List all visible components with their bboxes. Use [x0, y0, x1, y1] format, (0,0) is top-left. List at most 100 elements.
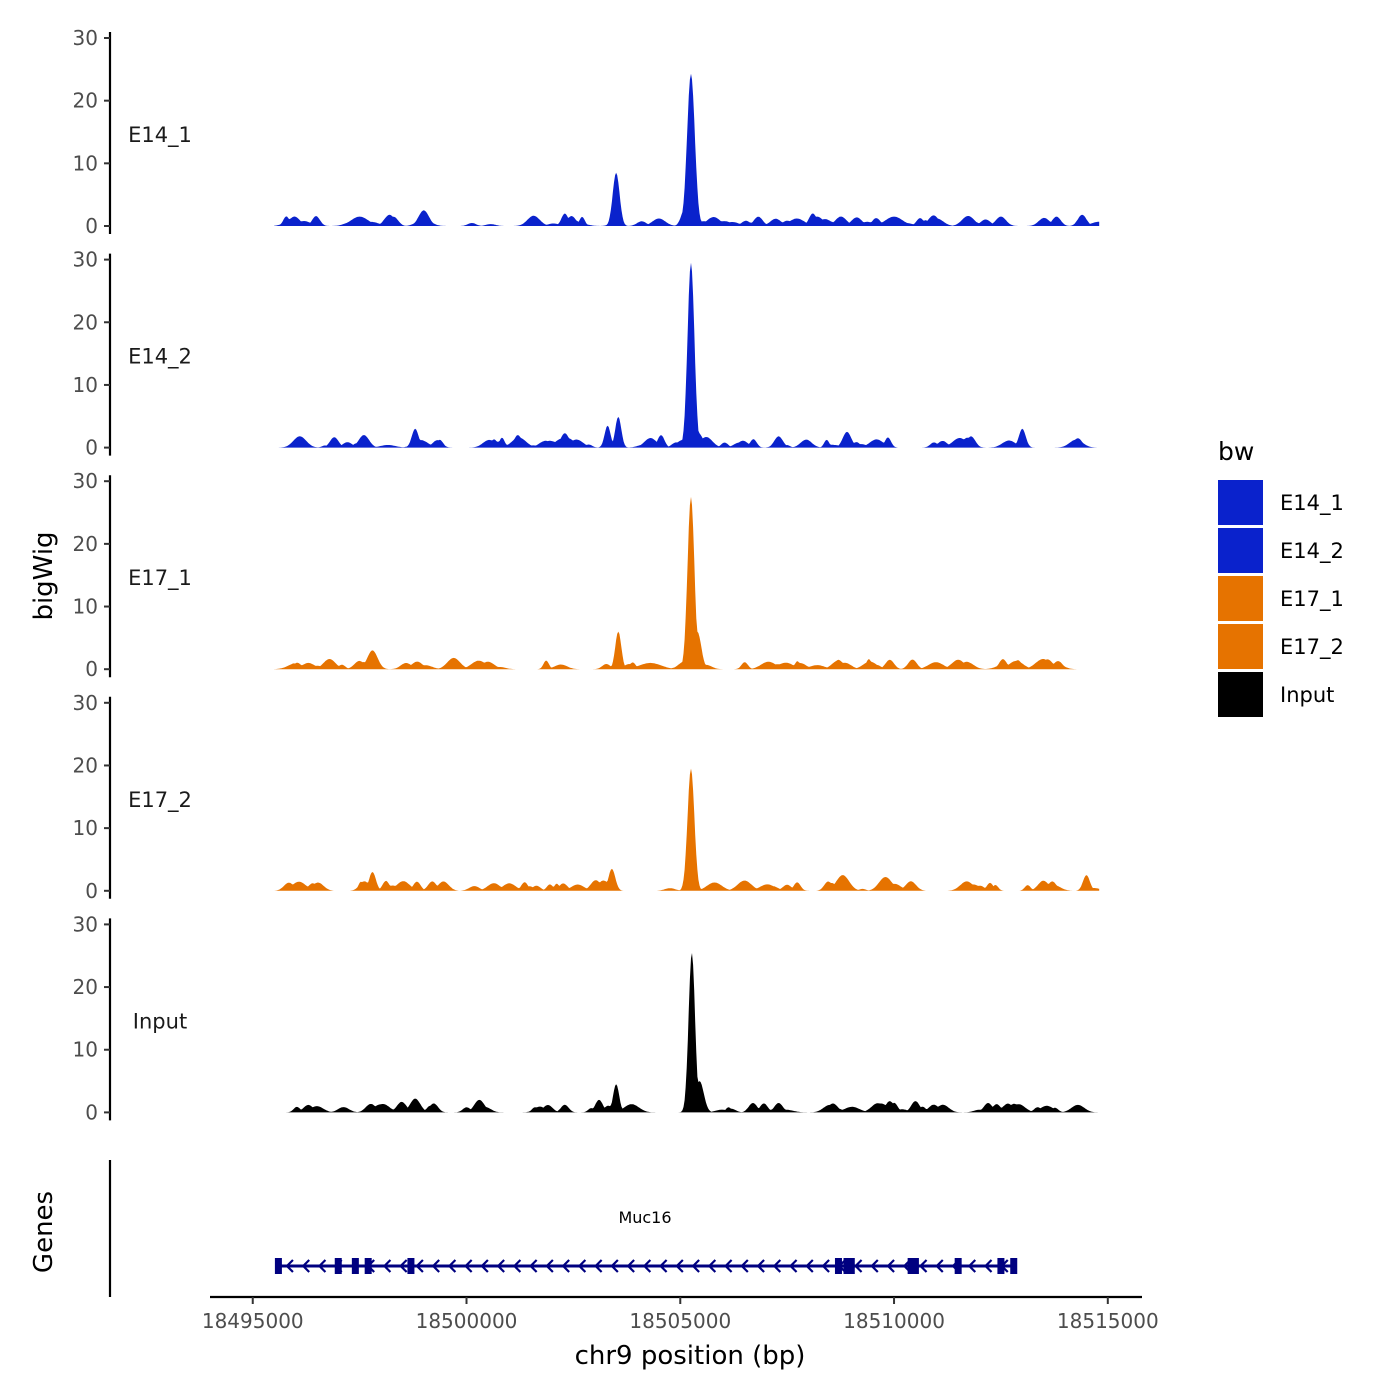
signal-area-e17-2	[274, 768, 1100, 891]
strand-arrow	[983, 1259, 993, 1273]
signal-tracks: 0 10 20 30 E14_1 0 10 20 30 E14_2 0 10 20 30 E17_1 0 10 2…	[73, 26, 1100, 1124]
exon	[911, 1258, 919, 1274]
y-tick-label: 0	[85, 657, 98, 681]
exon	[843, 1258, 851, 1274]
signal-area-input	[274, 953, 1100, 1113]
strand-arrow	[594, 1259, 603, 1273]
strand-arrow	[918, 1259, 928, 1273]
strand-arrow	[854, 1259, 863, 1273]
x-axis-title: chr9 position (bp)	[575, 1341, 806, 1371]
x-tick-label: 18515000	[1057, 1309, 1159, 1333]
strand-arrow	[626, 1259, 635, 1273]
y-tick-label: 20	[73, 753, 98, 777]
x-tick-label: 18510000	[843, 1309, 945, 1333]
strand-arrow	[756, 1259, 765, 1273]
exon	[1010, 1258, 1018, 1274]
strand-arrow	[772, 1259, 782, 1273]
strand-arrow	[789, 1259, 798, 1273]
y-tick-label: 0	[85, 214, 98, 238]
y-tick-label: 30	[73, 248, 98, 272]
strand-arrow	[285, 1259, 294, 1273]
exon	[954, 1258, 962, 1274]
y-tick-label: 10	[73, 816, 98, 840]
y-tick-label: 20	[73, 532, 98, 556]
strand-arrow	[659, 1259, 668, 1273]
strand-arrow	[691, 1259, 700, 1273]
y-tick-label: 10	[73, 151, 98, 175]
y-tick-label: 20	[73, 975, 98, 999]
strand-arrow	[675, 1259, 684, 1273]
legend-item-e14-2: E14_2	[1218, 528, 1344, 573]
strand-arrow	[724, 1259, 733, 1273]
strand-arrow	[561, 1259, 570, 1273]
exon	[907, 1258, 915, 1274]
track-input: 0 10 20 30 Input	[73, 912, 1100, 1124]
y-tick-label: 10	[73, 595, 98, 619]
x-tick-label: 18500000	[416, 1309, 518, 1333]
y-tick-label: 30	[73, 912, 98, 936]
y-tick-label: 20	[73, 310, 98, 334]
y-tick-label: 30	[73, 469, 98, 493]
legend-swatch	[1218, 672, 1263, 717]
legend-label: E14_1	[1280, 491, 1344, 516]
legend-swatch	[1218, 624, 1263, 669]
strand-arrow	[545, 1259, 554, 1273]
y-tick-label: 20	[73, 89, 98, 113]
strand-arrow	[805, 1259, 814, 1273]
legend-swatch	[1218, 480, 1263, 525]
y-tick-label: 30	[73, 26, 98, 50]
legend-swatch	[1218, 576, 1263, 621]
strand-arrow	[512, 1259, 522, 1273]
legend-label: E17_1	[1280, 587, 1344, 612]
legend-label: E14_2	[1280, 539, 1344, 564]
exon	[364, 1258, 372, 1274]
strand-arrow	[967, 1259, 977, 1273]
strand-arrow	[707, 1259, 717, 1273]
legend-item-e17-2: E17_2	[1218, 624, 1344, 669]
y-tick-label: 0	[85, 879, 98, 903]
exon	[997, 1258, 1005, 1274]
y-tick-label: 30	[73, 691, 98, 715]
track-e14-1: 0 10 20 30 E14_1	[73, 26, 1100, 238]
strand-arrow	[447, 1259, 457, 1273]
legend-label: E17_2	[1280, 635, 1344, 660]
strand-arrow	[317, 1259, 327, 1273]
strand-arrow	[642, 1259, 652, 1273]
x-tick-label: 18495000	[202, 1309, 304, 1333]
y-tick-label: 10	[73, 1038, 98, 1062]
track-e17-2: 0 10 20 30 E17_2	[73, 691, 1100, 903]
strand-arrow	[464, 1259, 473, 1273]
strand-arrow	[480, 1259, 489, 1273]
exon	[334, 1258, 342, 1274]
y-tick-label: 10	[73, 373, 98, 397]
exon	[834, 1258, 842, 1274]
legend-label: Input	[1280, 683, 1334, 707]
strand-arrow	[870, 1259, 879, 1273]
strand-arrow	[821, 1259, 830, 1273]
y-axis-title: bigWig	[29, 531, 59, 620]
strand-arrow	[577, 1259, 587, 1273]
y-tick-label: 0	[85, 436, 98, 460]
legend-item-e17-1: E17_1	[1218, 576, 1344, 621]
legend: bw E14_1 E14_2 E17_1 E17_2 Input	[1218, 437, 1344, 717]
genes-axis-title: Genes	[29, 1191, 59, 1273]
strand-arrow	[431, 1259, 440, 1273]
strand-arrow	[301, 1259, 310, 1273]
track-label: Input	[133, 1009, 187, 1033]
y-tick-label: 0	[85, 1100, 98, 1124]
legend-title: bw	[1218, 437, 1254, 466]
track-label: E17_2	[128, 788, 192, 813]
strand-arrow	[886, 1259, 895, 1273]
x-tick-label: 18505000	[629, 1309, 731, 1333]
exon	[274, 1258, 282, 1274]
track-label: E17_1	[128, 566, 192, 591]
strand-arrow	[496, 1259, 505, 1273]
exon	[407, 1258, 415, 1274]
track-label: E14_2	[128, 345, 192, 370]
gene-panel: Muc16	[108, 1160, 1018, 1297]
strand-arrow	[382, 1259, 392, 1273]
strand-arrow	[935, 1259, 944, 1273]
strand-arrow	[610, 1259, 619, 1273]
track-label: E14_1	[128, 123, 192, 148]
